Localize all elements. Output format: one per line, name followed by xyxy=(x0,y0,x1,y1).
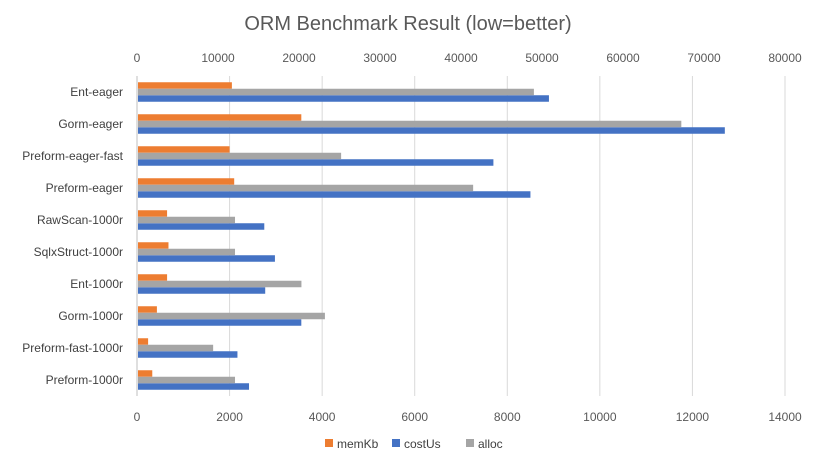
bar-memKb xyxy=(138,370,153,377)
legend-label-costUs: costUs xyxy=(404,437,441,451)
bar-memKb xyxy=(138,146,230,153)
top-tick-label: 60000 xyxy=(606,51,640,65)
bottom-tick-label: 4000 xyxy=(309,410,336,424)
bar-costUs xyxy=(138,351,238,358)
bar-costUs xyxy=(138,287,266,294)
bar-alloc xyxy=(138,152,342,160)
bar-alloc xyxy=(138,120,682,128)
top-axis: 0 10000 20000 30000 40000 50000 60000 70000 8000… xyxy=(134,51,802,65)
bar-alloc xyxy=(138,376,236,384)
top-tick-label: 50000 xyxy=(525,51,559,65)
bar-memKb xyxy=(138,242,169,249)
bottom-tick-label: 8000 xyxy=(494,410,521,424)
bar-alloc xyxy=(138,184,474,192)
bottom-tick-label: 14000 xyxy=(768,410,802,424)
bar-alloc xyxy=(138,344,214,352)
bar-alloc xyxy=(138,280,302,288)
top-tick-label: 30000 xyxy=(363,51,397,65)
category-label: Preform-eager-fast xyxy=(22,149,123,163)
bar-memKb xyxy=(138,274,168,281)
category-label: Preform-1000r xyxy=(46,373,123,387)
bar-alloc xyxy=(138,312,325,320)
top-tick-label: 20000 xyxy=(282,51,316,65)
bar-costUs xyxy=(138,383,250,390)
bars xyxy=(138,82,725,390)
legend-swatch-memKb xyxy=(325,439,333,447)
bar-memKb xyxy=(138,210,168,217)
category-label: Gorm-eager xyxy=(58,117,123,131)
bar-costUs xyxy=(138,191,531,198)
bar-memKb xyxy=(138,178,235,185)
legend-swatch-alloc xyxy=(466,439,474,447)
bar-costUs xyxy=(138,95,549,102)
bottom-tick-label: 0 xyxy=(134,410,141,424)
bar-alloc xyxy=(138,88,534,96)
top-tick-label: 70000 xyxy=(687,51,721,65)
top-tick-label: 10000 xyxy=(201,51,235,65)
bar-memKb xyxy=(138,306,157,313)
bar-alloc xyxy=(138,248,236,256)
bar-costUs xyxy=(138,223,265,230)
top-tick-label: 40000 xyxy=(444,51,478,65)
top-tick-label: 80000 xyxy=(768,51,802,65)
bar-memKb xyxy=(138,338,149,345)
bottom-tick-label: 10000 xyxy=(583,410,617,424)
chart-title: ORM Benchmark Result (low=better) xyxy=(244,13,571,35)
legend-swatch-costUs xyxy=(392,439,400,447)
category-label: Preform-eager xyxy=(46,181,123,195)
bar-costUs xyxy=(138,319,302,326)
bar-costUs xyxy=(138,255,275,262)
bar-costUs xyxy=(138,127,725,134)
bar-costUs xyxy=(138,159,494,166)
legend-label-memKb: memKb xyxy=(337,437,379,451)
category-label: RawScan-1000r xyxy=(37,213,123,227)
category-label: Preform-fast-1000r xyxy=(22,341,123,355)
bottom-axis: 0 2000 4000 6000 8000 10000 12000 14000 xyxy=(134,410,802,424)
bar-memKb xyxy=(138,82,232,89)
category-label: SqlxStruct-1000r xyxy=(34,245,123,259)
bottom-tick-label: 2000 xyxy=(216,410,243,424)
bar-alloc xyxy=(138,216,236,224)
bottom-tick-label: 6000 xyxy=(401,410,428,424)
top-tick-label: 0 xyxy=(134,51,141,65)
category-labels: Ent-eager Gorm-eager Preform-eager-fast Pre… xyxy=(22,85,123,387)
bottom-tick-label: 12000 xyxy=(676,410,710,424)
legend: memKb costUs alloc xyxy=(325,437,503,451)
category-label: Ent-eager xyxy=(70,85,123,99)
bar-memKb xyxy=(138,114,302,121)
legend-label-alloc: alloc xyxy=(478,437,503,451)
category-label: Ent-1000r xyxy=(70,277,123,291)
category-label: Gorm-1000r xyxy=(58,309,123,323)
